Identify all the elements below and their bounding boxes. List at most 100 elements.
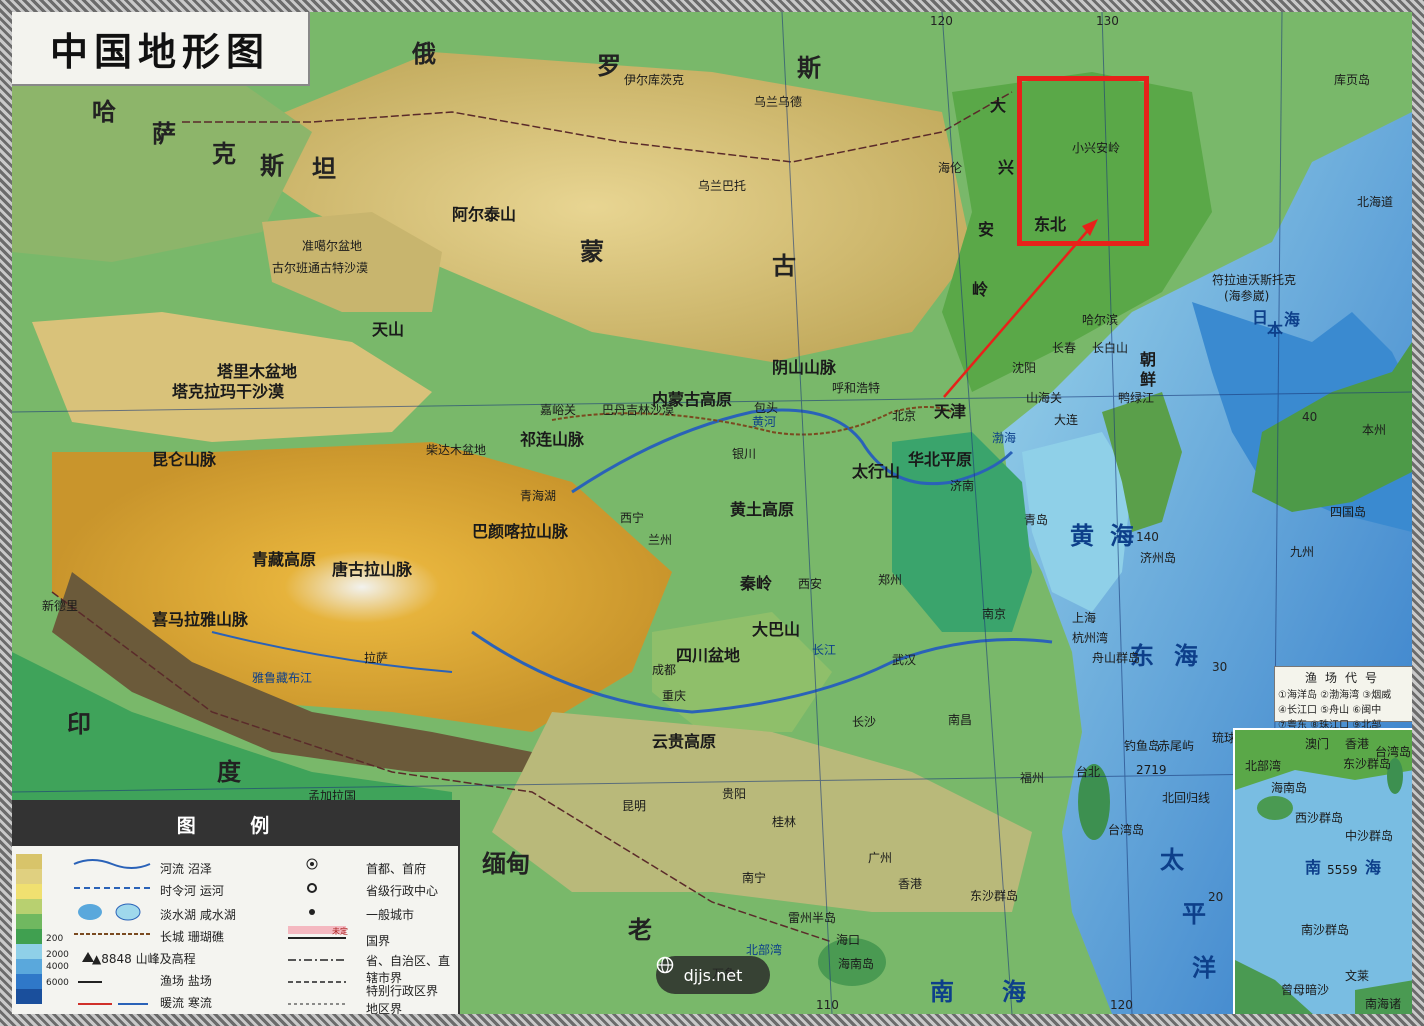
legend-undefined-border: 未定 [332,927,348,936]
mountain-label: 昆仑山脉 [152,450,217,469]
elevation-tick: 4000 [46,962,69,972]
latitude-label: 40 [1302,410,1318,424]
city-label: 库页岛 [1334,73,1371,87]
city-label: 海口 [836,933,861,947]
region-label: 内蒙古高原 [652,390,733,409]
sea-label: 海 [1110,522,1134,550]
inset-label: 曾母暗沙 [1281,983,1330,997]
legend-item: 特别行政区界 [366,984,439,998]
city-label: (海参崴) [1224,289,1270,303]
city-label: 海伦 [938,161,963,175]
region-label: 斯 [260,152,284,180]
region-label: 萨 [152,120,176,148]
ocean-label: 平 [1182,900,1206,928]
longitude-label: 120 [1110,998,1133,1012]
river-label: 雅鲁藏布江 [252,671,313,685]
region-label: 古 [772,252,796,280]
region-label: 老 [628,916,652,944]
island-label: 海南岛 [838,957,875,971]
inset-label: 东沙群岛 [1343,757,1392,771]
region-label: 鲜 [1140,370,1157,389]
mountain-label: 大巴山 [752,620,801,639]
longitude-label: 110 [816,998,839,1012]
inset-label: 澳门 [1305,737,1330,751]
region-label: 孟加拉国 [308,789,357,803]
sea-label: 日 [1252,308,1269,327]
mountain-label: 大 [990,96,1007,115]
mountain-label: 祁连山脉 [520,430,585,449]
sea-label: 东 [1130,642,1154,670]
legend-symbols [73,859,151,1005]
sea-label: 海 [1002,978,1026,1006]
city-label: 乌兰巴托 [698,179,747,193]
region-label: 斯 [797,54,821,82]
city-label: 呼和浩特 [832,381,881,395]
legend-item: 暖流 寒流 [160,996,212,1010]
mountain-label: 巴颜喀拉山脉 [472,522,569,541]
city-label: 上海 [1072,611,1097,625]
city-label: 嘉峪关 [540,403,577,417]
city-label: 包头 [754,401,779,415]
elevation-tick: 2000 [46,950,69,960]
south-china-sea-inset: 澳门 香港 台湾岛 东沙群岛 北部湾 海南岛 西沙群岛 中沙群岛 南 5559 … [1233,728,1412,1014]
mountain-label: 唐古拉山脉 [332,560,413,579]
city-label: 重庆 [662,689,687,703]
island-label: 台湾岛 [1108,823,1145,837]
region-label: 东北 [1034,215,1067,234]
region-label: 四国岛 [1330,505,1367,519]
city-label: 伊尔库茨克 [624,73,685,87]
peninsula-label: 雷州半岛 [788,911,837,925]
region-label: 本州 [1362,423,1387,437]
legend-item: 淡水湖 咸水湖 [160,908,236,922]
legend-item: 省、自治区、直辖市界 [366,954,451,985]
region-label: 罗 [597,52,621,80]
basin-label: 准噶尔盆地 [302,239,363,253]
city-label: 昆明 [622,799,647,813]
inset-label: 南海诸 [1365,997,1402,1011]
city-label: 郑州 [878,573,903,587]
city-label: 南京 [982,607,1007,621]
region-label: 坦 [312,155,336,183]
city-label: 符拉迪沃斯托克 [1212,273,1297,287]
elevation-scale [16,854,42,1004]
region-label: 蒙 [580,238,604,266]
island-label: 钓鱼岛 [1124,739,1161,753]
island-label: 东沙群岛 [970,889,1019,903]
city-label: 桂林 [772,815,797,829]
inset-label: 中沙群岛 [1345,829,1394,843]
sea-label: 南 [930,978,954,1006]
inset-label: 南 [1305,858,1322,877]
city-label: 台北 [1076,765,1101,779]
elevation-label: 2719 [1136,763,1167,777]
inset-label: 5559 [1327,863,1358,877]
city-label: 乌兰乌德 [754,95,803,109]
island-label: 济州岛 [1140,551,1177,565]
inset-label: 台湾岛 [1375,745,1412,759]
city-label: 沈阳 [1012,361,1037,375]
longitude-label: 130 [1096,14,1119,28]
region-label: 北海道 [1357,195,1394,209]
city-label: 南昌 [948,713,973,727]
city-label: 贵阳 [722,787,747,801]
inset-label: 北部湾 [1245,759,1282,773]
mountain-label: 安 [978,220,995,239]
inset-label: 海 [1365,858,1382,877]
sea-label: 黄 [1070,522,1094,550]
mountain-label: 喜马拉雅山脉 [152,610,249,629]
inset-label: 海南岛 [1271,781,1308,795]
elevation-tick: 6000 [46,978,69,988]
inset-label: 西沙群岛 [1295,811,1344,825]
city-label: 武汉 [892,653,917,667]
desert-label: 塔克拉玛干沙漠 [172,382,285,401]
sea-label: 渤海 [992,431,1017,445]
latitude-label: 20 [1208,890,1224,904]
inset-terrain [1235,730,1412,1014]
city-label: 长春 [1052,341,1077,355]
city-label: 青岛 [1024,513,1049,527]
watermark-badge[interactable]: djjs.net [656,956,770,994]
fishery-row: ⑦粤东 ⑧珠江口 ⑨北部 [1278,720,1382,731]
basin-label: 四川盆地 [676,646,741,665]
island-label: 舟山群岛 [1092,651,1141,665]
city-label: 哈尔滨 [1082,313,1119,327]
